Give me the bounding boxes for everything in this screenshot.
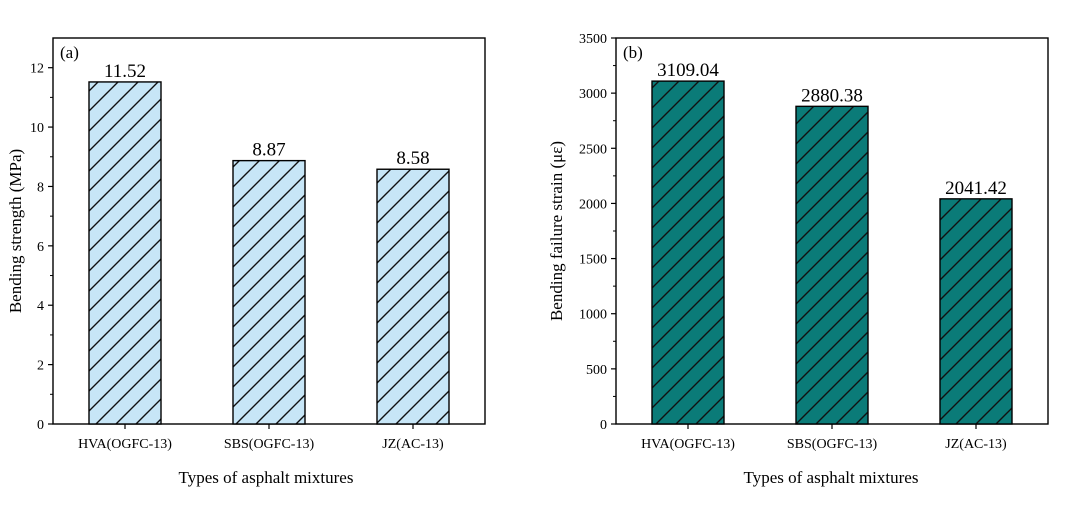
bar-hatch [651, 80, 725, 425]
y-tick-label: 12 [30, 62, 44, 77]
x-tick-label: JZ(AC-13) [382, 437, 444, 452]
data-label: 8.58 [396, 148, 429, 169]
y-tick-label: 2000 [579, 197, 607, 212]
x-tick-label: SBS(OGFC-13) [224, 437, 315, 452]
x-ticks-b: HVA(OGFC-13) SBS(OGFC-13) JZ(AC-13) [641, 424, 1007, 452]
x-axis-title-a: Types of asphalt mixtures [179, 468, 354, 487]
x-tick-label: HVA(OGFC-13) [641, 437, 735, 452]
y-axis-title-a: Bending strength (MPa) [6, 149, 25, 313]
panel-label-a: (a) [60, 43, 79, 62]
x-tick-label: JZ(AC-13) [945, 437, 1007, 452]
y-tick-label: 1000 [579, 308, 607, 323]
chart-panel-a: 0 2 4 6 8 10 12 11.52 8.87 8.58 HVA(OGFC-13) SBS(… [6, 37, 486, 487]
y-ticks-b: 0 500 1000 1500 2000 2500 3000 3500 [579, 32, 616, 433]
y-tick-label: 3000 [579, 87, 607, 102]
bars-a: 11.52 8.87 8.58 [88, 61, 450, 425]
y-tick-label: 8 [37, 180, 44, 195]
bar-hatch [88, 81, 162, 425]
bar-hatch [232, 159, 306, 425]
chart-panel-b: 0 500 1000 1500 2000 2500 3000 3500 3109.04 2880… [547, 32, 1049, 487]
y-tick-label: 2 [37, 359, 44, 374]
bar-hatch [795, 105, 869, 425]
y-tick-label: 4 [37, 299, 44, 314]
y-tick-label: 10 [30, 121, 44, 136]
bars-b: 3109.04 2880.38 2041.42 [651, 60, 1013, 425]
x-tick-label: SBS(OGFC-13) [787, 437, 878, 452]
x-ticks-a: HVA(OGFC-13) SBS(OGFC-13) JZ(AC-13) [78, 424, 444, 452]
y-tick-label: 0 [37, 418, 44, 433]
data-label: 3109.04 [657, 60, 719, 81]
panel-label-b: (b) [623, 43, 643, 62]
x-axis-title-b: Types of asphalt mixtures [744, 468, 919, 487]
data-label: 2041.42 [945, 178, 1007, 199]
y-tick-label: 6 [37, 240, 44, 255]
bar-hatch [939, 198, 1013, 425]
y-axis-title-b: Bending failure strain (με) [547, 141, 566, 321]
bar-hatch [376, 168, 450, 425]
y-tick-label: 3500 [579, 32, 607, 47]
y-tick-label: 0 [600, 418, 607, 433]
y-tick-label: 1500 [579, 253, 607, 268]
data-label: 11.52 [104, 61, 146, 82]
x-tick-label: HVA(OGFC-13) [78, 437, 172, 452]
y-tick-label: 500 [586, 363, 607, 378]
y-tick-label: 2500 [579, 142, 607, 157]
y-ticks-a: 0 2 4 6 8 10 12 [30, 62, 53, 433]
data-label: 2880.38 [801, 85, 863, 106]
data-label: 8.87 [252, 140, 285, 161]
